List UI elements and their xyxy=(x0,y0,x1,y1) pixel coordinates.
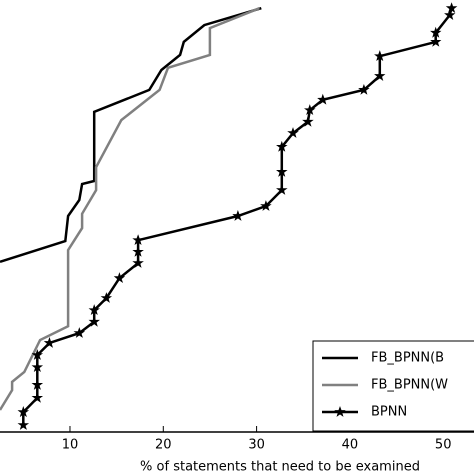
marker xyxy=(444,9,456,21)
marker xyxy=(430,26,442,38)
marker xyxy=(232,209,244,221)
x-tick-label: 10 xyxy=(62,438,79,453)
series-line xyxy=(0,7,260,411)
marker xyxy=(132,257,144,268)
marker xyxy=(276,165,288,177)
marker xyxy=(31,391,44,403)
marker xyxy=(17,419,30,430)
legend-label: BPNN xyxy=(371,405,407,420)
marker xyxy=(445,2,458,14)
legend-label: FB_BPNN(B xyxy=(371,351,444,366)
marker xyxy=(113,272,126,284)
marker xyxy=(31,361,44,373)
marker xyxy=(260,200,272,211)
marker xyxy=(132,245,144,257)
marker xyxy=(43,336,56,348)
marker xyxy=(317,93,329,105)
legend-marker xyxy=(334,406,346,417)
marker xyxy=(358,83,370,95)
marker xyxy=(88,315,100,327)
marker xyxy=(287,127,299,138)
marker xyxy=(132,234,144,246)
x-tick-label: 20 xyxy=(155,438,172,453)
series-line xyxy=(0,7,262,263)
marker xyxy=(31,349,44,360)
marker xyxy=(302,115,314,127)
marker xyxy=(430,35,442,47)
marker xyxy=(88,304,100,316)
marker xyxy=(304,104,316,116)
legend-label: FB_BPNN(W xyxy=(371,378,448,393)
x-tick-label: 30 xyxy=(248,438,265,453)
x-tick-label: 50 xyxy=(435,438,452,453)
legend: FB_BPNN(B FB_BPNN(W BPNN xyxy=(312,340,474,432)
x-tick-label: 40 xyxy=(342,438,359,453)
marker xyxy=(100,292,113,303)
marker xyxy=(31,378,44,390)
marker xyxy=(17,406,30,418)
marker xyxy=(374,69,386,81)
marker xyxy=(374,50,386,62)
x-axis-label: % of statements that need to be examined xyxy=(140,460,420,474)
marker xyxy=(276,140,288,152)
marker xyxy=(276,184,288,195)
marker xyxy=(73,327,86,338)
